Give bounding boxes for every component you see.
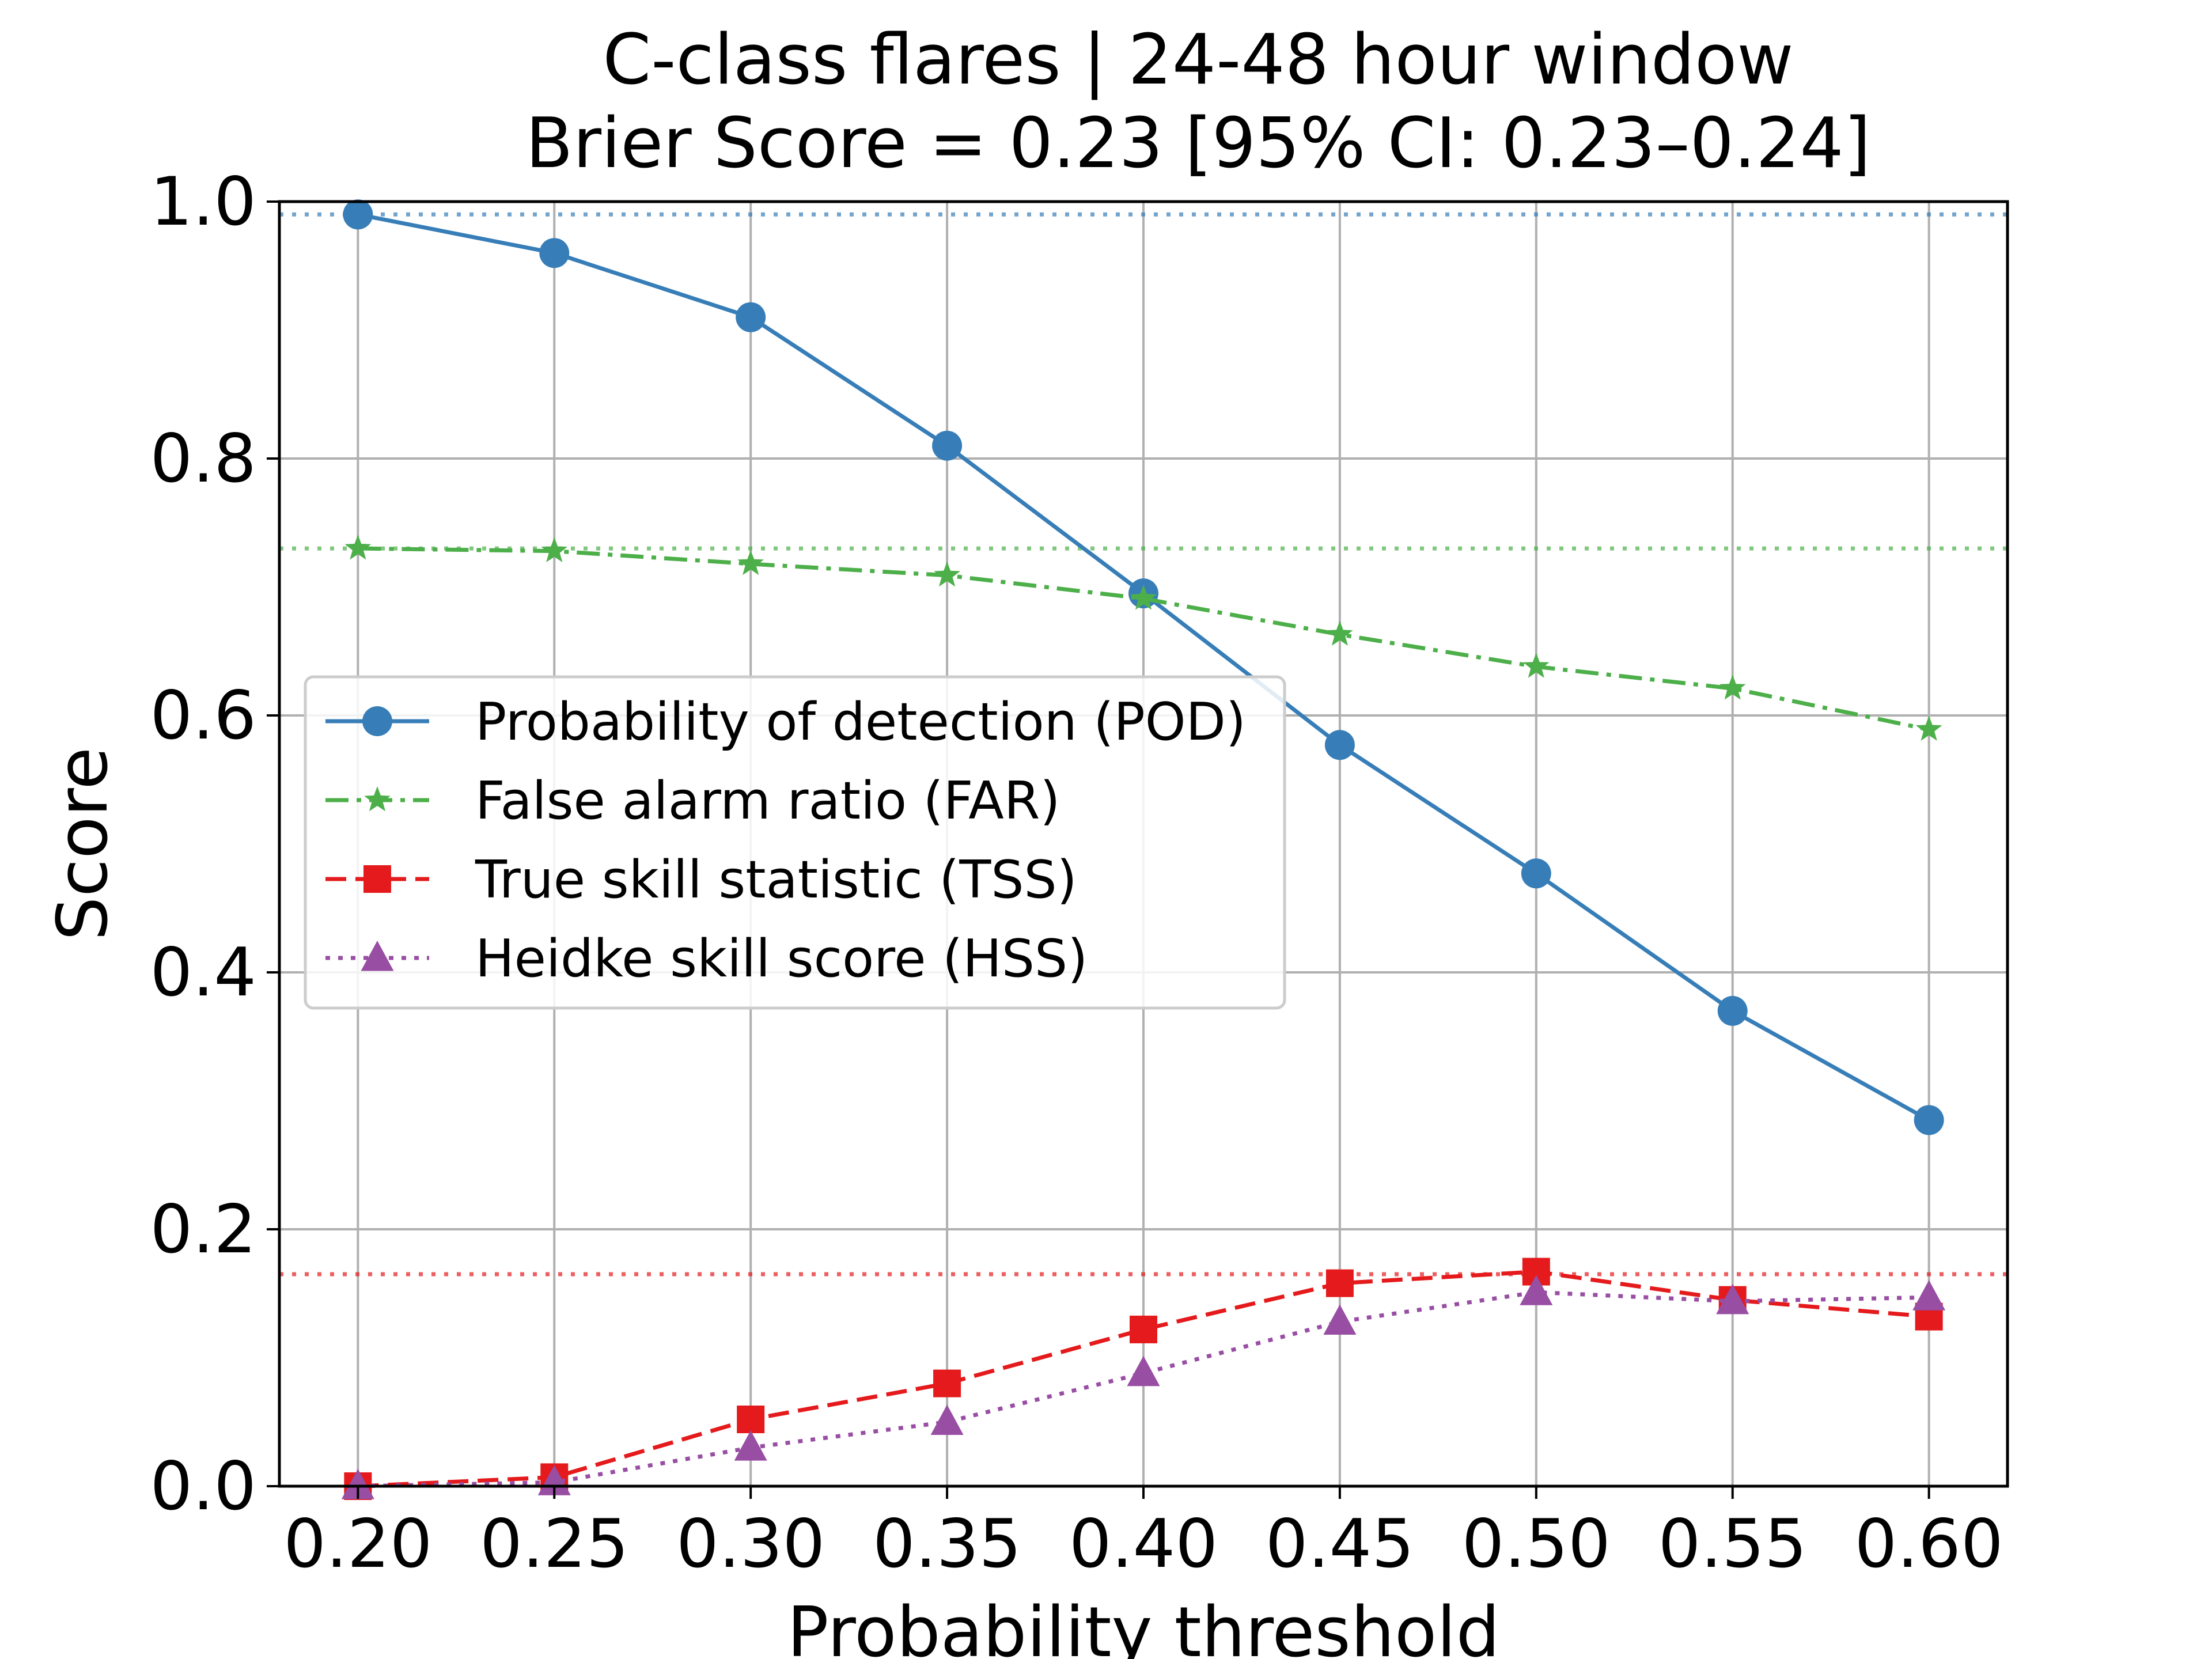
x-tick-label: 0.40 — [1069, 1505, 1218, 1583]
x-tick-label: 0.50 — [1462, 1505, 1611, 1583]
data-point — [1521, 858, 1551, 889]
x-axis: 0.20 0.25 0.30 0.35 0.40 0.45 0.50 0.55 0.60 — [283, 1486, 2003, 1583]
y-axis: 0.0 0.2 0.4 0.6 0.8 1.0 — [150, 163, 279, 1525]
data-point — [537, 1465, 571, 1495]
data-point — [930, 1404, 964, 1435]
data-point — [1130, 1315, 1157, 1343]
data-point — [934, 561, 960, 587]
data-point — [341, 1469, 374, 1499]
legend-label: True skill statistic (TSS) — [475, 850, 1077, 910]
x-tick-label: 0.20 — [283, 1505, 432, 1583]
y-tick-label: 0.6 — [150, 677, 256, 755]
data-point — [343, 199, 373, 230]
data-point — [737, 1406, 765, 1434]
legend-swatch-marker — [363, 865, 391, 893]
legend-swatch-marker — [361, 941, 394, 971]
data-point — [1520, 1275, 1553, 1305]
series-line — [358, 1270, 1929, 1488]
legend-swatch-marker — [364, 786, 391, 812]
data-point — [1914, 1105, 1944, 1135]
data-point — [737, 550, 764, 575]
data-point — [1523, 653, 1550, 678]
legend-label: False alarm ratio (FAR) — [475, 771, 1060, 831]
x-tick-label: 0.30 — [676, 1505, 825, 1583]
x-tick-label: 0.35 — [873, 1505, 1021, 1583]
data-point — [1130, 585, 1157, 610]
legend-label: Heidke skill score (HSS) — [475, 929, 1088, 989]
x-tick-label: 0.60 — [1854, 1505, 2003, 1583]
data-point — [1915, 715, 1942, 741]
data-point — [1716, 1283, 1749, 1315]
y-tick-label: 0.0 — [150, 1448, 256, 1525]
data-point — [1324, 730, 1355, 760]
data-point — [1717, 995, 1748, 1026]
y-tick-label: 0.8 — [150, 420, 256, 498]
legend: Probability of detection (POD) False alar… — [304, 675, 1286, 1010]
data-point — [734, 1430, 767, 1461]
y-tick-label: 0.4 — [150, 934, 256, 1012]
series-group — [344, 535, 1942, 741]
x-tick-label: 0.25 — [480, 1505, 628, 1583]
data-point — [1327, 620, 1353, 646]
legend-label: Probability of detection (POD) — [475, 692, 1246, 752]
chart-subtitle: Brier Score = 0.23 [95% CI: 0.23–0.24] — [525, 104, 1870, 184]
x-tick-label: 0.45 — [1266, 1505, 1414, 1583]
data-point — [933, 1369, 961, 1397]
reference-lines — [279, 212, 2008, 1277]
data-point — [1323, 1304, 1357, 1335]
series-line — [358, 546, 1930, 732]
x-tick-label: 0.55 — [1658, 1505, 1807, 1583]
y-axis-label: Score — [43, 747, 123, 941]
legend-box — [304, 675, 1286, 1010]
data-point — [1912, 1280, 1946, 1310]
y-tick-label: 0.2 — [150, 1191, 256, 1268]
chart-title: C-class flares | 24-48 hour window — [603, 20, 1793, 100]
data-point — [541, 537, 568, 562]
data-point — [932, 430, 963, 461]
x-axis-label: Probability threshold — [787, 1593, 1500, 1659]
data-point — [1719, 675, 1746, 700]
data-point — [344, 535, 372, 560]
legend-swatch-marker — [362, 706, 392, 736]
data-point — [736, 302, 766, 332]
data-point — [539, 238, 570, 268]
series-group — [341, 1275, 1946, 1499]
series-layer — [341, 199, 1946, 1500]
y-tick-label: 1.0 — [150, 163, 256, 241]
data-point — [1325, 1269, 1354, 1297]
data-point — [1127, 1355, 1160, 1387]
